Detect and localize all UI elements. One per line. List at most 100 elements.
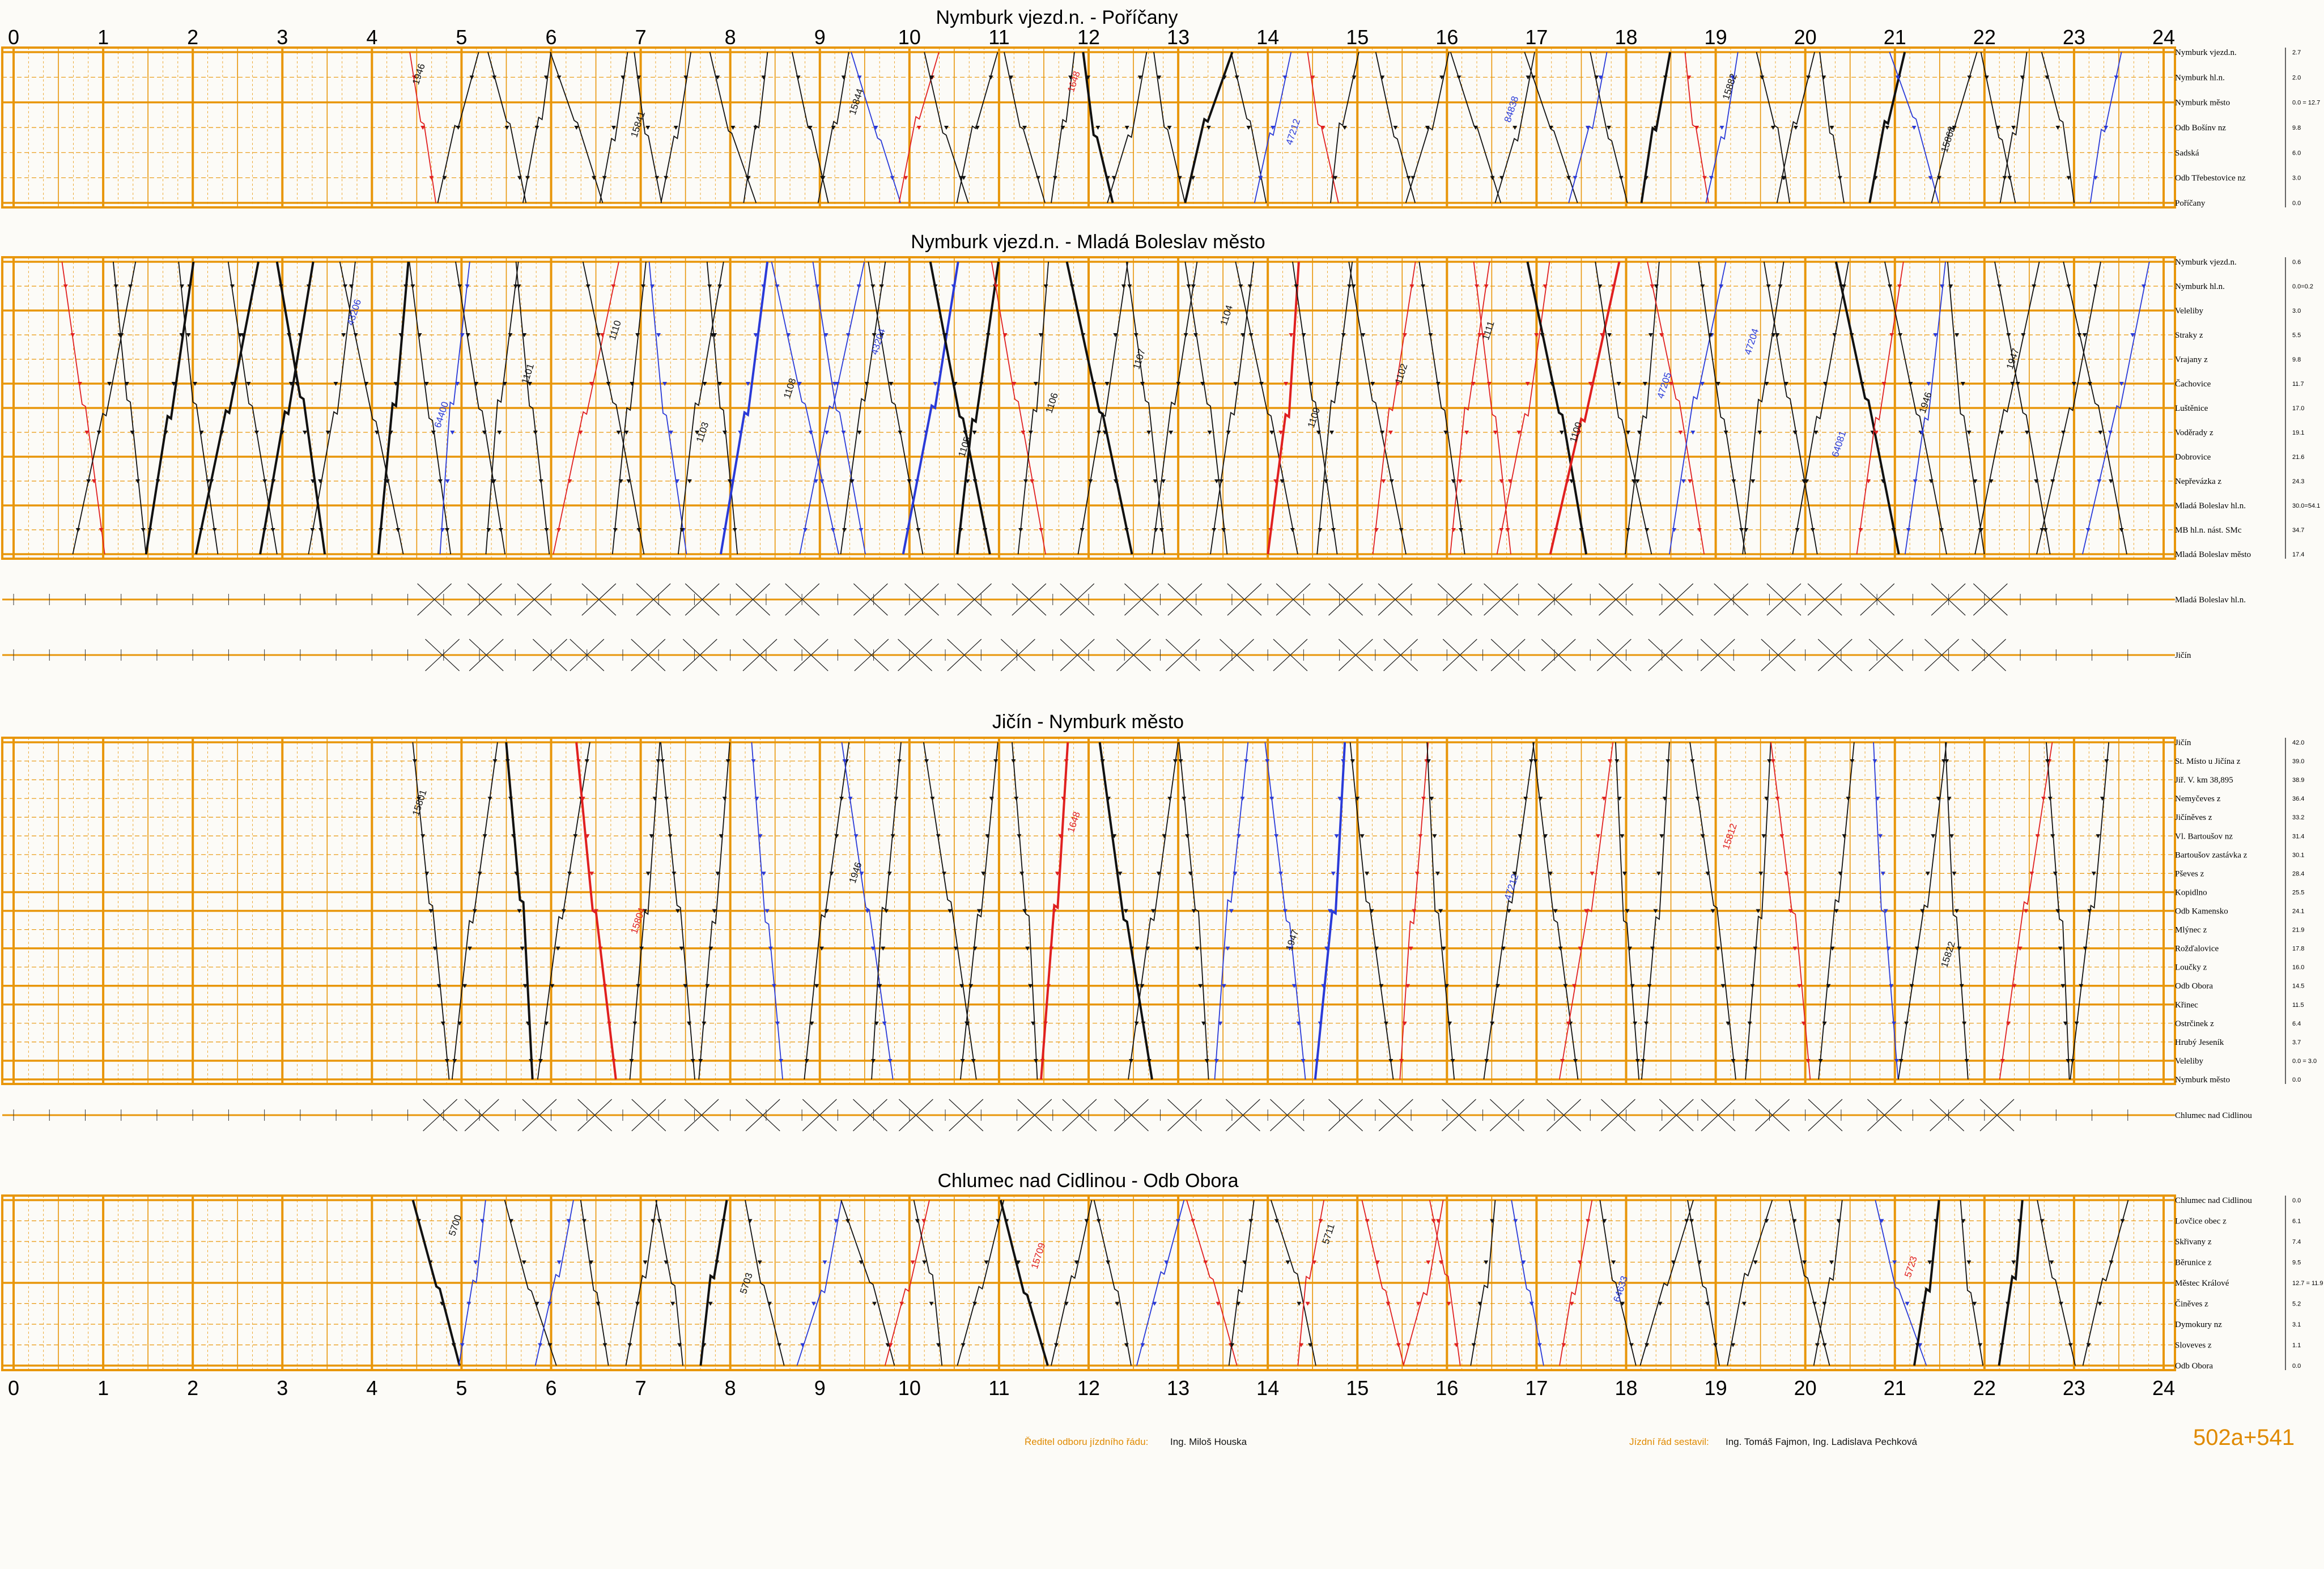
station-km: 42.0 [2292, 739, 2304, 746]
station-label: Činěves z [2175, 1299, 2208, 1309]
stop-marker [431, 431, 436, 435]
station-label: Sloveves z [2175, 1341, 2212, 1350]
station-km: 0.0 [2292, 1077, 2301, 1083]
train-path [923, 742, 977, 1080]
station-label: Poříčany [2175, 199, 2206, 208]
stop-marker [113, 284, 118, 288]
train-path [2089, 52, 2122, 203]
station-km: 5.5 [2292, 332, 2301, 339]
stop-marker [1418, 834, 1423, 839]
stop-marker [890, 834, 895, 839]
stop-marker [1954, 909, 1959, 913]
stop-marker [2032, 284, 2037, 288]
stop-marker [1885, 126, 1890, 130]
stop-marker [1308, 382, 1314, 386]
stop-marker [1501, 946, 1506, 951]
train-path [1947, 261, 1985, 555]
stop-marker [1879, 1219, 1884, 1223]
station-km: 25.5 [2292, 889, 2304, 896]
train-path [817, 52, 849, 203]
stop-marker [544, 528, 549, 532]
stop-marker [1659, 834, 1664, 839]
shunting-move [1012, 583, 1047, 616]
train-path [956, 52, 999, 203]
stop-marker [1162, 834, 1167, 839]
shunting-move [1714, 583, 1749, 616]
shunting-move [682, 639, 717, 671]
stop-marker [2079, 984, 2084, 988]
stop-marker [809, 1021, 814, 1026]
stop-marker [1713, 1343, 1718, 1347]
stop-marker [1633, 1021, 1638, 1026]
stop-marker [1226, 431, 1231, 435]
stop-marker [1553, 909, 1558, 913]
train-path [898, 52, 940, 203]
stop-marker [1747, 1021, 1752, 1026]
stop-marker [1726, 1021, 1731, 1026]
station-label: Hrubý Jeseník [2175, 1038, 2224, 1047]
stop-marker [1327, 909, 1332, 913]
stop-marker [472, 909, 477, 913]
stop-marker [1813, 431, 1819, 435]
stop-marker [1599, 333, 1604, 337]
stop-marker [1028, 431, 1033, 435]
train-path [1184, 261, 1228, 555]
stop-marker [2077, 333, 2082, 337]
stop-marker [1301, 1058, 1306, 1063]
stop-marker [730, 126, 736, 130]
stop-marker [1365, 871, 1370, 876]
train-path [439, 261, 470, 555]
stop-marker [1337, 797, 1342, 801]
stop-marker [1177, 176, 1182, 180]
stop-marker [717, 382, 723, 386]
stop-marker [1140, 984, 1145, 988]
stop-marker [1365, 1219, 1370, 1223]
train-path [1403, 1200, 1444, 1366]
stop-marker [171, 382, 176, 386]
stop-marker [1019, 871, 1025, 876]
stop-marker [1521, 1260, 1526, 1265]
stop-marker [948, 909, 953, 913]
train-path [1230, 52, 1267, 203]
hour-scale-top: 0 1 2 3 4 5 6 7 8 9 10 11 12 13 14 15 16 17 18 19 20 21 22 23 24 [8, 25, 2175, 49]
train-path [1348, 261, 1407, 555]
stop-marker [1656, 871, 1661, 876]
stop-marker [1040, 1058, 1045, 1063]
shunting-move [1273, 639, 1308, 671]
stop-marker [1204, 1058, 1209, 1063]
stop-marker [1513, 1219, 1518, 1223]
stop-marker [907, 479, 912, 483]
stop-marker [899, 1302, 904, 1306]
stop-marker [664, 1260, 669, 1265]
train-path [1153, 52, 1186, 203]
stop-marker [455, 382, 460, 386]
stop-marker [1269, 431, 1274, 435]
stop-marker [1560, 1058, 1565, 1063]
train-path [851, 52, 901, 203]
stop-marker [511, 834, 516, 839]
stop-marker [1530, 284, 1535, 288]
stop-marker [593, 909, 598, 913]
stop-marker [880, 333, 885, 337]
stop-marker [1290, 528, 1295, 532]
stop-marker [1995, 126, 2000, 130]
stop-marker [715, 1260, 720, 1265]
stop-marker [864, 382, 869, 386]
train-path [1429, 1200, 1461, 1366]
stop-marker [1318, 1219, 1323, 1223]
stop-marker [1663, 75, 1668, 80]
stop-marker [2015, 382, 2020, 386]
stop-marker [1650, 284, 1655, 288]
stop-marker [616, 431, 621, 435]
train-path [1639, 1200, 1694, 1366]
train-path [1292, 261, 1338, 555]
stop-marker [1182, 797, 1187, 801]
stop-marker [929, 75, 934, 80]
stop-marker [687, 1021, 692, 1026]
stop-marker [2063, 1021, 2068, 1026]
train-path [999, 1200, 1049, 1366]
stop-marker [442, 176, 447, 180]
shunting-move [1225, 1099, 1260, 1132]
station-km: 6.4 [2292, 1021, 2301, 1027]
stop-marker [1598, 75, 1603, 80]
